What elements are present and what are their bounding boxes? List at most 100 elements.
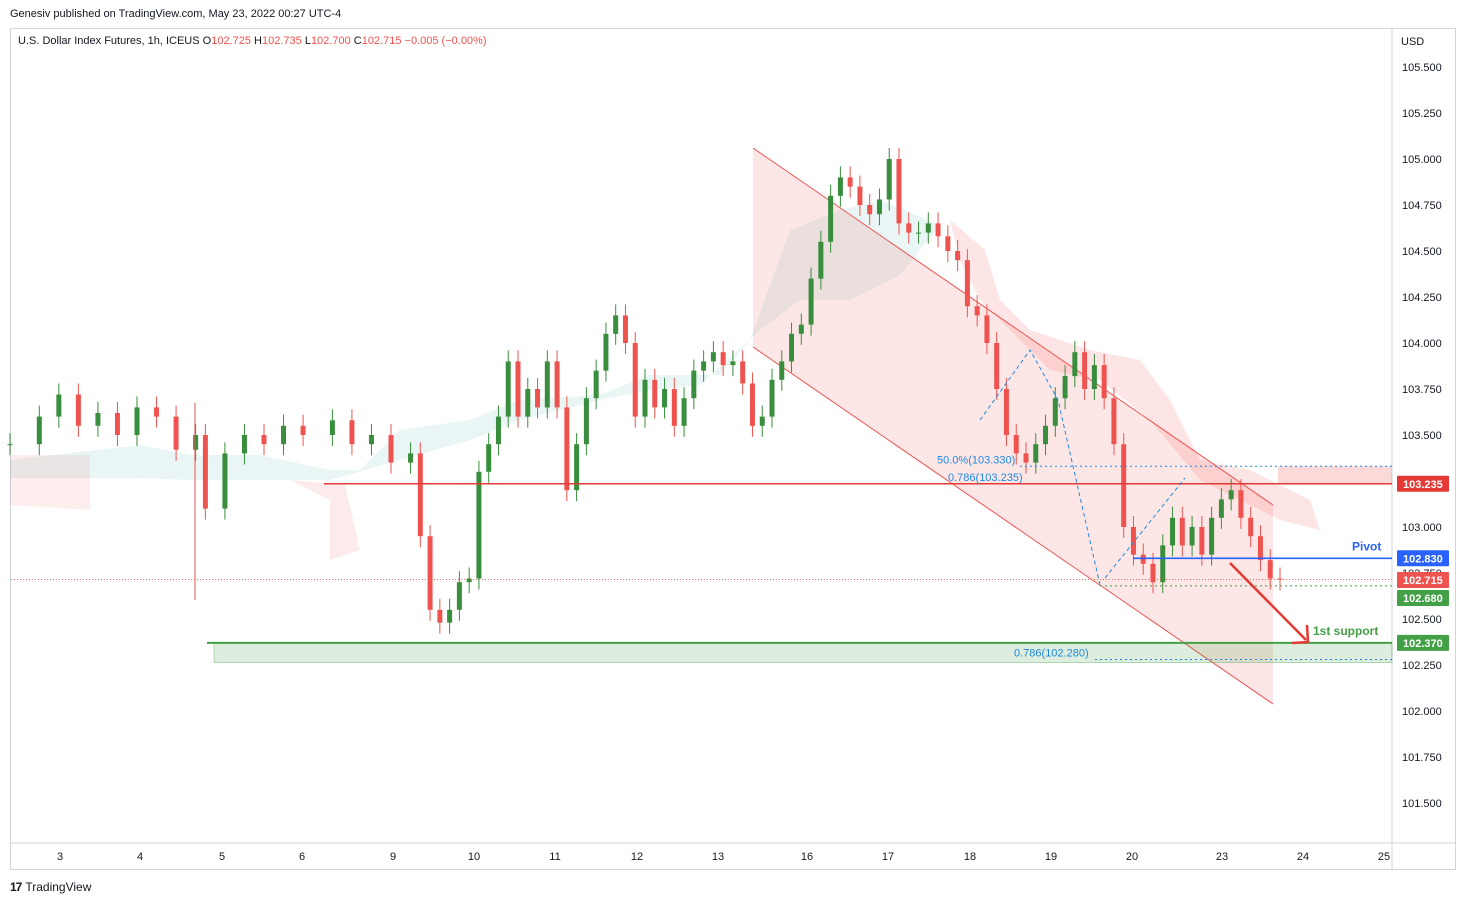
x-tick-label: 10 [468,851,480,863]
candle-body [876,199,882,215]
candle-body [1150,563,1156,583]
price-badge-last [1397,572,1449,588]
candle-body [154,407,160,417]
brand-name[interactable]: TradingView [25,880,92,894]
change-value: −0.005 (−0.00%) [404,35,487,47]
channel-upper-line [752,147,1274,506]
candle-body [1179,517,1185,546]
y-tick-label: 102.500 [1402,614,1442,626]
symbol-name[interactable]: U.S. Dollar Index Futures, 1h, ICEUS [18,35,200,47]
candle-body [525,389,531,417]
candle-body [583,398,589,445]
candle-body [544,361,550,408]
candle-body [329,420,335,435]
tradingview-logo-icon: 17 [10,880,22,894]
candle-body [769,379,775,417]
candle-body [281,425,287,445]
candle-body [388,435,394,463]
candle-body [114,412,120,435]
candle-body [779,361,785,380]
x-tick-label: 17 [882,851,894,863]
projection-arrow-head [1291,624,1310,645]
candle-body [798,324,804,334]
candle-body [886,159,892,200]
candle-body [652,379,658,408]
candle-body [300,425,306,435]
candle-body [964,260,970,307]
y-tick-label: 104.750 [1402,200,1442,212]
candle-body [56,394,62,417]
candle-body [466,578,472,583]
footer: 17 TradingView [10,880,91,894]
fib-label-786-lower: 0.786(102.280) [1014,647,1089,659]
candle-body [193,435,199,450]
y-tick-label: 105.250 [1402,108,1442,120]
candle-body [749,383,755,426]
candle-body [486,444,492,472]
candle-body [1072,352,1078,377]
candle-body [1130,527,1136,555]
candle-body [896,159,902,224]
candle-body [222,453,228,509]
candle-body [1111,398,1117,445]
candle-body [662,389,668,408]
price-badge-low [1397,590,1449,606]
x-tick-label: 9 [390,851,396,863]
candle-body [1267,560,1273,579]
price-badge-text: 102.830 [1403,553,1443,565]
pivot-text: Pivot [1352,539,1381,553]
candle-body [408,453,414,463]
candle-body [1209,517,1215,555]
support-zone [214,642,1392,663]
candle-body [1043,425,1049,445]
candle-body [476,471,482,579]
close-value: 102.715 [361,35,402,47]
candle-body [818,241,824,279]
fib-label-786-upper: 0.786(103.235) [948,472,1023,484]
candle-body [808,278,814,325]
y-tick-label: 105.500 [1402,62,1442,74]
x-tick-label: 24 [1297,851,1309,863]
candle-body [134,407,140,435]
candle-body [1228,490,1234,500]
close-label: C [353,35,362,47]
candle-body [955,251,961,261]
x-tick-label: 20 [1126,851,1138,863]
candle-body [710,352,716,362]
open-label: O [202,35,212,47]
y-tick-label: 102.250 [1402,660,1442,672]
candle-body [505,361,511,417]
candle-body [867,205,873,215]
candle-body [632,343,638,417]
y-tick-label: 101.750 [1402,752,1442,764]
candle-body [935,223,941,237]
x-tick-label: 19 [1045,851,1057,863]
y-tick-label: 104.250 [1402,292,1442,304]
candle-body [554,361,560,408]
candle-body [1199,527,1205,555]
candle-body [671,389,677,426]
price-badge-text: 102.680 [1403,593,1443,605]
currency-label: USD [1401,36,1424,48]
candle-body [1121,444,1127,527]
candle-body [847,177,853,187]
y-tick-label: 105.000 [1402,154,1442,166]
candle-body [1013,435,1019,454]
candle-body [574,444,580,491]
candle-body [75,394,81,426]
candle-body [681,398,687,426]
x-tick-label: 23 [1216,851,1228,863]
fib-leg-2 [1104,477,1186,579]
candle-body [495,416,501,445]
price-badge-text: 103.235 [1403,479,1443,491]
candle-body [720,352,726,366]
high-label: H [254,35,262,47]
y-tick-label: 104.000 [1402,338,1442,350]
price-badge-text: 102.370 [1403,638,1443,650]
candle-body [945,236,951,251]
candle-body [740,361,746,384]
candle-body [701,361,707,371]
ichimoku-cloud-bear [950,220,1320,530]
x-tick-label: 5 [219,851,225,863]
